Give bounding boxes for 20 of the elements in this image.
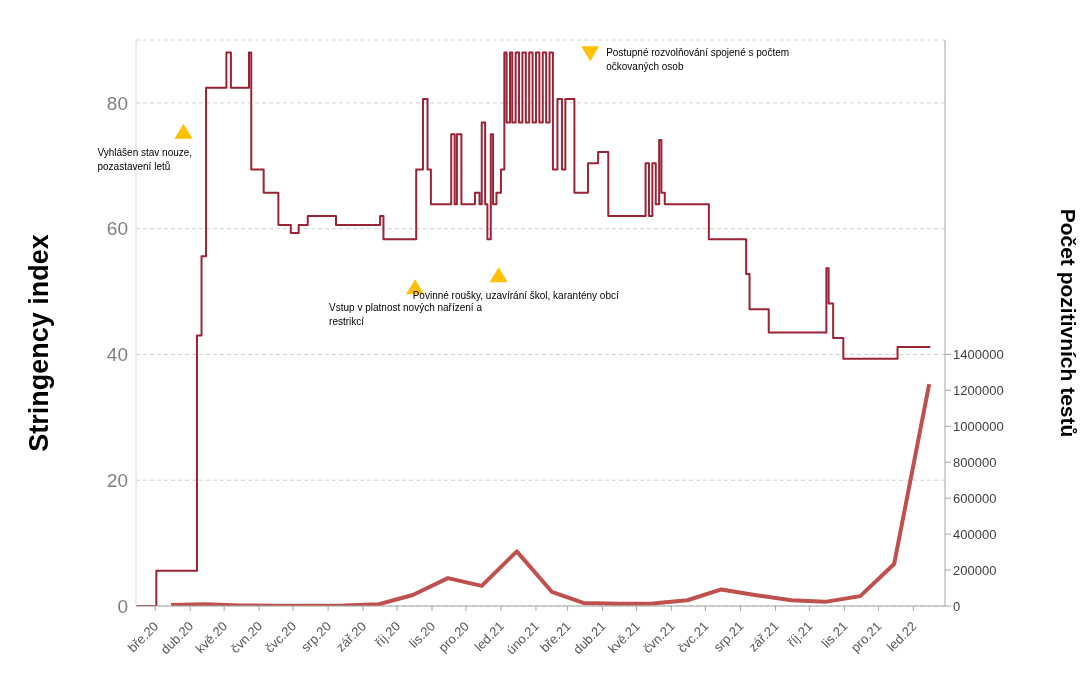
- y-tick-label: 80: [106, 92, 128, 114]
- y2-tick-label: 400000: [953, 526, 997, 542]
- y-tick-label: 20: [106, 469, 128, 491]
- line-series: [169, 382, 932, 606]
- y2-tick-label: 1200000: [953, 383, 1004, 398]
- y2-tick-label: 1400000: [953, 347, 1004, 363]
- y-axis-title: Stringency index: [24, 234, 54, 452]
- y2-tick-label: 600000: [953, 490, 997, 506]
- annotation: Postupné rozvolňování spojené s počtem očkovaných osob: [606, 47, 790, 73]
- annotation: Povinné roušky, uzavírání škol, karantény obcí: [412, 290, 619, 302]
- y2-axis-title: Počet pozitivních testů: [1057, 208, 1080, 438]
- y2-tick-label: 1000000: [953, 418, 1004, 434]
- y-tick-label: 60: [106, 218, 128, 240]
- y2-tick-label: 800000: [953, 454, 997, 470]
- annotation: Vyhlášen stav nouze, pozastavení letů: [97, 146, 193, 172]
- y-tick-label: 40: [106, 344, 128, 366]
- y2-tick-label: 200000: [953, 562, 997, 578]
- annotation: Vstup v platnost nových nařízení a restrikcí: [329, 302, 483, 328]
- y-tick-label: 0: [117, 595, 128, 617]
- y2-tick-label: 0: [953, 598, 961, 614]
